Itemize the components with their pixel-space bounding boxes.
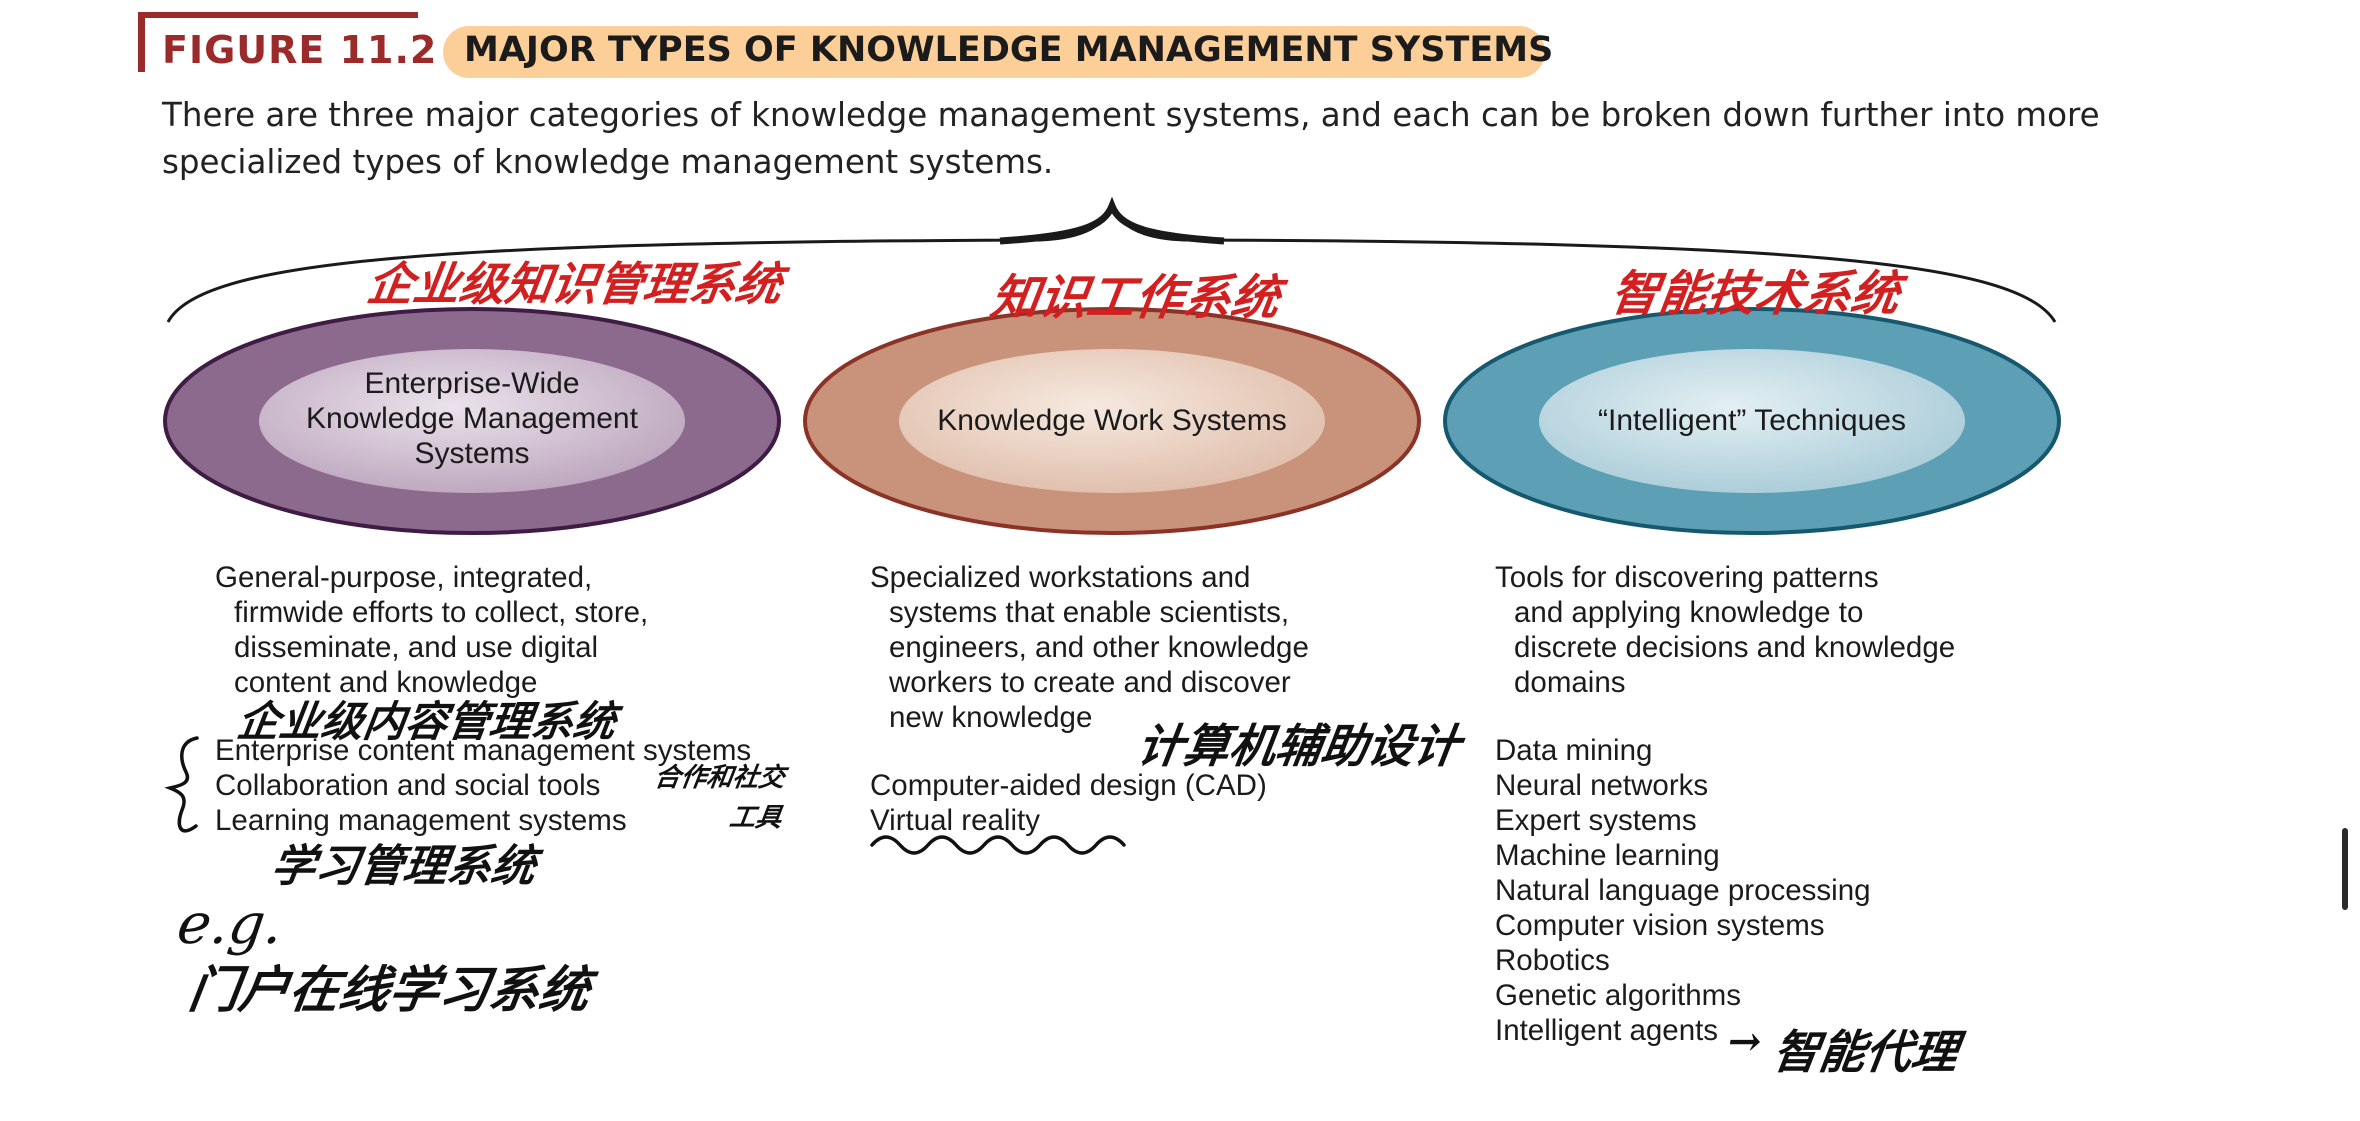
list-item: Neural networks bbox=[1495, 769, 1709, 802]
knowledge-work-ellipse-label: Knowledge Work Systems bbox=[937, 404, 1287, 437]
figure-title: MAJOR TYPES OF KNOWLEDGE MANAGEMENT SYST… bbox=[464, 30, 1554, 70]
list-item: Expert systems bbox=[1495, 804, 1697, 837]
figure-title-highlight bbox=[443, 26, 1545, 78]
annotation-ecm: 企业级内容管理系统 bbox=[234, 697, 620, 746]
enterprise-description: General-purpose, integrated, firmwide ef… bbox=[215, 561, 649, 699]
annotation-cad: 计算机辅助设计 bbox=[1133, 719, 1464, 773]
list-item: Machine learning bbox=[1495, 839, 1720, 872]
intelligent-ellipse-label: “Intelligent” Techniques bbox=[1598, 404, 1906, 437]
annotation-agents-arrow: → bbox=[1724, 1018, 1765, 1065]
list-item: Computer vision systems bbox=[1495, 909, 1825, 942]
annotation-collab-1: 合作和社交 bbox=[652, 763, 787, 793]
figure-label: FIGURE 11.2 bbox=[162, 28, 438, 72]
figure-label-bracket bbox=[138, 12, 418, 72]
vertical-scrollbar[interactable] bbox=[2342, 828, 2348, 910]
intelligent-description: Tools for discovering patterns and apply… bbox=[1495, 561, 1956, 699]
list-item: Enterprise content management systems bbox=[215, 734, 752, 767]
enterprise-ellipse-label: Enterprise-Wide Knowledge Management Sys… bbox=[306, 367, 638, 470]
annotation-eg: e.g. bbox=[173, 892, 288, 957]
figure-caption: There are three major categories of know… bbox=[162, 96, 2100, 181]
annotation-enterprise-heading: 企业级知识管理系统 bbox=[363, 257, 786, 311]
annotation-collab-2: 工具 bbox=[727, 803, 784, 833]
list-item: Intelligent agents bbox=[1495, 1014, 1719, 1047]
handwritten-brace bbox=[164, 736, 199, 833]
list-item: Data mining bbox=[1495, 734, 1653, 767]
annotation-lms: 学习管理系统 bbox=[267, 841, 539, 892]
annotation-knowledge-work-heading: 知识工作系统 bbox=[987, 270, 1284, 326]
list-item: Learning management systems bbox=[215, 804, 627, 837]
intelligent-items: Data mining Neural networks Expert syste… bbox=[1495, 733, 1871, 1048]
annotation-intelligent-heading: 智能技术系统 bbox=[1607, 266, 1904, 322]
knowledge-work-items: Computer-aided design (CAD) Virtual real… bbox=[870, 768, 1267, 838]
annotation-example: 门户在线学习系统 bbox=[185, 960, 594, 1019]
knowledge-work-description: Specialized workstations and systems tha… bbox=[870, 561, 1309, 734]
annotation-agents: 智能代理 bbox=[1769, 1025, 1962, 1079]
list-item: Genetic algorithms bbox=[1495, 979, 1741, 1012]
list-item: Robotics bbox=[1495, 944, 1610, 977]
enterprise-items: Enterprise content management systems Co… bbox=[215, 733, 751, 838]
list-item: Collaboration and social tools bbox=[215, 769, 601, 802]
list-item: Natural language processing bbox=[1495, 874, 1871, 907]
wavy-underline bbox=[870, 835, 1126, 855]
list-item: Virtual reality bbox=[870, 804, 1040, 837]
list-item: Computer-aided design (CAD) bbox=[870, 769, 1267, 802]
